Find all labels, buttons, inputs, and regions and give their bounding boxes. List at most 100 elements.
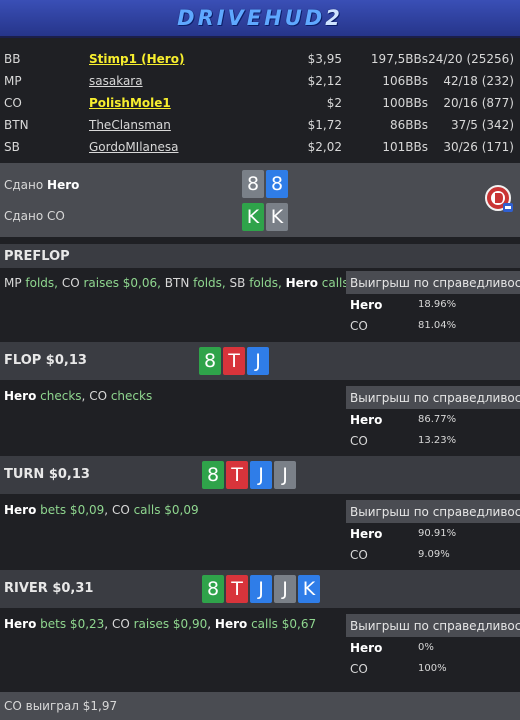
player-row: CO PolishMole1 $2 100BBs 20/16 (877) [0,92,520,114]
action-segment: bets $0,23 [36,617,105,631]
action-segment: calls $0,67 [247,617,317,631]
action-segment: Hero [4,389,37,403]
result-footer: CO выиграл $1,97 [0,692,520,720]
app-header: DRIVEHUD2 [0,0,520,38]
dealt-cards-panel: Сдано Hero 8 8 Сдано CO K K [0,163,520,237]
board-card: J [250,461,272,489]
action-segment: Hero [4,503,37,517]
player-name[interactable]: GordoMIlanesa [89,140,179,154]
equity-row: Hero 18.96% [350,298,457,312]
equity-panel: Выигрыш по справедливости Hero 86.77% CO 1… [346,386,520,451]
street-title: RIVER $0,31 [4,581,94,596]
action-segment: MP [4,276,22,290]
river-section: Hero bets $0,23, CO raises $0,90, Hero c… [0,608,520,692]
player-stack-bb: 197,5BBs [370,52,428,66]
hero-card: 8 [266,170,288,198]
player-stats: 24/20 (25256) [428,52,514,66]
board-card: J [274,461,296,489]
board-card: J [247,347,269,375]
result-text: CO выиграл $1,97 [4,699,118,713]
player-stats: 42/18 (232) [443,74,514,88]
preflop-actions: MP folds, CO raises $0,06, BTN folds, SB… [4,276,387,290]
board-card: J [250,575,272,603]
player-stack: $1,72 [307,118,342,132]
equity-header: Выигрыш по справедливости [346,500,520,523]
co-card: K [242,203,264,231]
turn-actions: Hero bets $0,09, CO calls $0,09 [4,503,199,517]
player-position: BTN [4,118,29,132]
action-segment: Hero [285,276,318,290]
river-actions: Hero bets $0,23, CO raises $0,90, Hero c… [4,617,316,631]
flop-section: Hero checks, CO checks Выигрыш по справе… [0,380,520,454]
preflop-section: MP folds, CO raises $0,06, BTN folds, SB… [0,268,520,340]
action-segment: , [104,617,112,631]
equity-panel: Выигрыш по справедливости Hero 0% CO 100% [346,614,520,679]
equity-row: Hero 86.77% [350,413,457,427]
equity-header: Выигрыш по справедливости [346,386,520,409]
player-row: BTN TheClansman $1,72 86BBs 37/5 (342) [0,114,520,136]
dealt-hero-label: Сдано Hero [4,178,80,192]
player-stack: $2,12 [307,74,342,88]
turn-section: Hero bets $0,09, CO calls $0,09 Выигрыш … [0,494,520,568]
action-segment: Hero [4,617,37,631]
equity-row: CO 13.23% [350,434,457,448]
action-segment: CO [89,389,108,403]
action-segment: folds, [245,276,286,290]
preflop-bar: PREFLOP [0,244,520,268]
player-stack: $2 [326,96,342,110]
player-position: SB [4,140,20,154]
action-segment: BTN [164,276,190,290]
player-name[interactable]: Stimp1 (Hero) [89,52,185,66]
drivehud-badge-icon[interactable] [484,184,514,214]
players-table: BB Stimp1 (Hero) $3,95 197,5BBs 24/20 (2… [0,40,520,163]
action-segment: bets $0,09 [36,503,105,517]
player-stats: 30/26 (171) [443,140,514,154]
player-stack-bb: 101BBs [382,140,428,154]
action-segment: folds, [189,276,230,290]
player-stack: $3,95 [307,52,342,66]
player-name[interactable]: TheClansman [89,118,171,132]
action-segment: CO [111,617,130,631]
equity-header: Выигрыш по справедливости [346,271,520,294]
board-card: T [226,575,248,603]
action-segment: calls $0,09 [129,503,199,517]
flop-actions: Hero checks, CO checks [4,389,152,403]
action-segment: checks [107,389,153,403]
player-stats: 20/16 (877) [443,96,514,110]
player-name[interactable]: sasakara [89,74,143,88]
equity-header: Выигрыш по справедливости [346,614,520,637]
street-title: FLOP $0,13 [4,353,87,368]
action-segment: Hero [214,617,248,631]
player-row: MP sasakara $2,12 106BBs 42/18 (232) [0,70,520,92]
player-position: MP [4,74,22,88]
action-segment: SB [229,276,246,290]
player-row: SB GordoMIlanesa $2,02 101BBs 30/26 (171… [0,136,520,158]
dealt-co-label: Сдано CO [4,209,65,223]
drivehud-logo: DRIVEHUD2 [177,6,343,30]
board-card: T [223,347,245,375]
board-card: T [226,461,248,489]
action-segment: , [207,617,215,631]
player-row: BB Stimp1 (Hero) $3,95 197,5BBs 24/20 (2… [0,48,520,70]
action-segment: CO [61,276,80,290]
street-title: PREFLOP [4,249,70,264]
player-stack-bb: 106BBs [382,74,428,88]
player-name[interactable]: PolishMole1 [89,96,171,110]
board-card: 8 [199,347,221,375]
hero-card: 8 [242,170,264,198]
player-stack: $2,02 [307,140,342,154]
board-card: 8 [202,575,224,603]
action-segment: , [104,503,112,517]
equity-panel: Выигрыш по справедливости Hero 18.96% CO 8… [346,271,520,336]
player-position: CO [4,96,22,110]
equity-row: Hero 0% [350,641,434,655]
player-stack-bb: 100BBs [382,96,428,110]
co-card: K [266,203,288,231]
street-title: TURN $0,13 [4,467,90,482]
action-segment: checks [36,389,82,403]
action-segment: CO [111,503,130,517]
equity-panel: Выигрыш по справедливости Hero 90.91% CO 9… [346,500,520,565]
board-card: K [298,575,320,603]
